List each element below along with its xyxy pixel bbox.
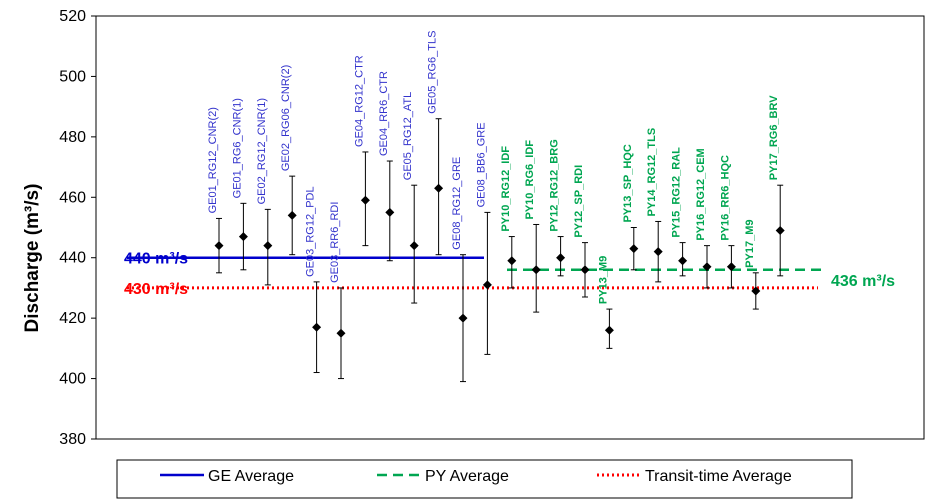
point-label: GE02_RG06_CNR(2) [280,65,292,171]
point-label: GE01_RG12_CNR(2) [207,107,219,213]
data-point [531,265,541,275]
y-tick-label: 480 [59,129,86,146]
point-label: GE01_RG6_CNR(1) [231,98,243,198]
point-label: PY17_RG6_BRV [768,95,780,180]
data-point [263,241,273,251]
data-point [385,207,395,217]
point-labels: GE01_RG12_CNR(2) GE01_RG6_CNR(1) GE02_RG12… [207,31,780,305]
point-label: GE08_BB6_GRE [475,122,487,207]
point-label: GE05_RG12_ATL [402,92,414,180]
legend-box [116,459,853,499]
data-point [409,241,419,251]
data-point [604,325,614,335]
point-label: GE08_RG12_GRE [451,157,463,250]
data-point [482,280,492,290]
data-point [434,183,444,193]
average-labels: 440 m³/s 436 m³/s 430 m³/s [124,251,895,298]
y-tick-label: 460 [59,189,86,206]
point-label: GE04_RR6_CTR [378,71,390,156]
legend-label: GE Average [208,468,294,485]
y-tick-label: 440 [59,250,86,267]
legend-label: PY Average [425,468,509,485]
point-label: GE02_RG12_CNR(1) [256,98,268,204]
average-value-label: 436 m³/s [831,273,895,290]
average-value-label: 430 m³/s [124,281,188,298]
average-lines [127,256,823,290]
point-label: PY10_RG12_IDF [500,146,512,232]
point-label: PY16_RR6_HQC [719,155,731,241]
y-axis-label: Discharge (m³/s) [22,184,43,333]
legend: GE Average PY Average Transit-time Average [116,459,853,499]
point-label: PY17_M9 [744,220,756,268]
y-tick-label: 420 [59,310,86,327]
point-label: PY10_RG6_IDF [524,140,536,220]
legend-label: Transit-time Average [645,468,792,485]
data-point [458,313,468,323]
point-label: GE03_RG12_PDL [305,186,317,277]
data-point [775,226,785,236]
data-points [214,183,785,338]
y-tick-label: 400 [59,371,86,388]
data-point [726,262,736,272]
data-point [702,262,712,272]
data-point [556,253,566,263]
point-label: PY12_SP_RDI [573,165,585,238]
point-label: PY16_RG12_CEM [695,148,707,240]
y-tick-label: 380 [59,431,86,448]
data-point [507,256,517,266]
point-label: GE03_RR6_RDI [329,202,341,283]
data-point [287,210,297,220]
plot-frame [95,15,925,440]
point-label: PY14_RG12_TLS [646,128,658,217]
data-point [336,328,346,338]
point-label: PY13_M9 [597,256,609,304]
data-point [238,232,248,242]
data-point [312,322,322,332]
point-label: GE04_RG12_CTR [353,55,365,147]
y-tick-labels: 380 400 420 440 460 480 500 520 [59,8,86,448]
axes [91,15,925,440]
average-value-label: 440 m³/s [124,251,188,268]
data-point [214,241,224,251]
data-point [678,256,688,266]
y-tick-label: 500 [59,68,86,85]
data-point [653,247,663,257]
data-point [751,286,761,296]
data-point [580,265,590,275]
data-point [360,195,370,205]
point-label: GE05_RG6_TLS [427,31,439,114]
y-tick-label: 520 [59,8,86,25]
point-label: PY12_RG12_BRG [549,139,561,231]
point-label: PY15_RG12_RAL [671,147,683,238]
point-label: PY13_SP_HQC [622,144,634,222]
data-point [629,244,639,254]
